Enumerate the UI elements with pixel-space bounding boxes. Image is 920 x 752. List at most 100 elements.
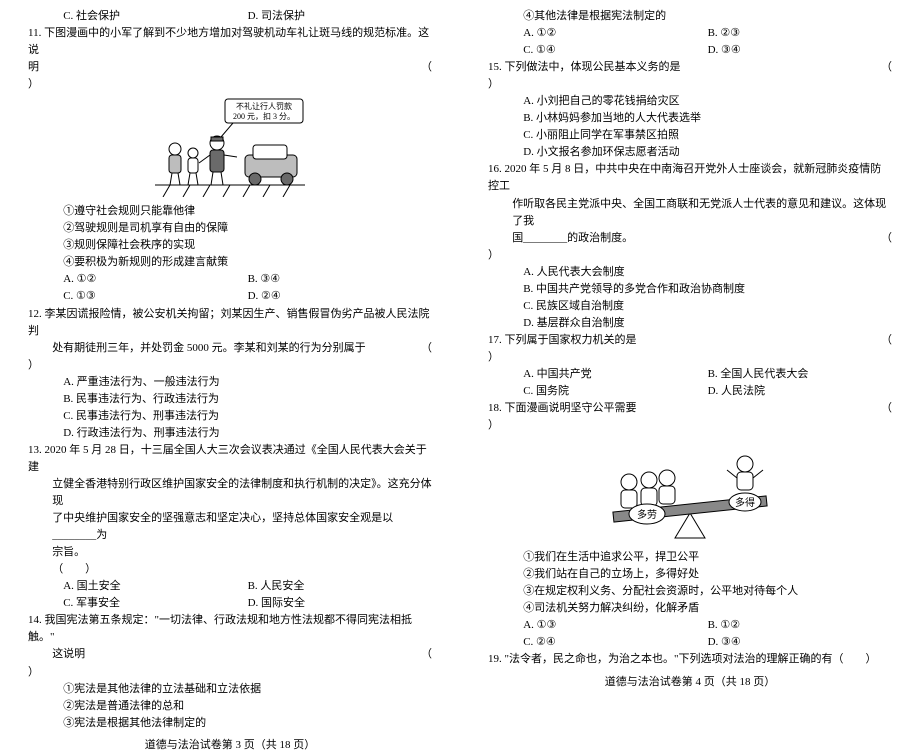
text-line: ④其他法律是根据宪法制定的 — [488, 8, 892, 25]
text-line: A. 小刘把自己的零花钱捐给灾区 — [488, 93, 892, 110]
option: D. 司法保护 — [248, 8, 432, 25]
text-line: A. 人民代表大会制度 — [488, 264, 892, 281]
question-start: 14. 我国宪法第五条规定："一切法律、行政法规和地方性法规都不得同宪法相抵触。… — [28, 612, 432, 646]
option-row: A. ①②B. ②③ — [488, 25, 892, 42]
option-row: C. ①④D. ③④ — [488, 42, 892, 59]
option: D. 国际安全 — [248, 595, 432, 612]
close-paren-line: ） — [488, 417, 892, 434]
text-line: 作听取各民主党派中央、全国工商联和无党派人士代表的意见和建议。这体现了我 — [488, 196, 892, 230]
option: D. 人民法院 — [708, 383, 892, 400]
text-line: C. 民事违法行为、刑事违法行为 — [28, 408, 432, 425]
question-start: 13. 2020 年 5 月 28 日，十三届全国人大三次会议表决通过《全国人民… — [28, 442, 432, 476]
text-line: 立健全香港特别行政区维护国家安全的法律制度和执行机制的决定》。这充分体现 — [28, 476, 432, 510]
close-paren-line: ） — [488, 247, 892, 264]
text-line: B. 民事违法行为、行政违法行为 — [28, 391, 432, 408]
page-3-footer: 道德与法治试卷第 3 页（共 18 页） — [28, 732, 432, 752]
option: B. ②③ — [708, 25, 892, 42]
option: A. 中国共产党 — [523, 366, 707, 383]
open-paren: （ — [416, 646, 433, 663]
option: C. ②④ — [523, 634, 707, 651]
cartoon-seesaw-svg: 多劳 多得 — [605, 438, 775, 543]
text-line: ②驾驶规则是司机享有自由的保障 — [28, 220, 432, 237]
question-text: 15. 下列做法中，体现公民基本义务的是 — [488, 59, 876, 76]
text-line: C. 民族区域自治制度 — [488, 298, 892, 315]
option-row: C. 国务院D. 人民法院 — [488, 383, 892, 400]
text-line: ①宪法是其他法律的立法基础和立法依据 — [28, 681, 432, 698]
open-paren: （ — [876, 230, 893, 247]
option: C. ①④ — [523, 42, 707, 59]
option: B. ①② — [708, 617, 892, 634]
text-line: D. 小文报名参加环保志愿者活动 — [488, 144, 892, 161]
svg-text:200 元，扣 3 分。: 200 元，扣 3 分。 — [233, 111, 295, 121]
question-text: 这说明 — [52, 646, 415, 663]
cartoon-traffic-svg: 不礼让行人罚款 200 元，扣 3 分。 — [155, 97, 305, 197]
text-line: B. 小林妈妈参加当地的人大代表选举 — [488, 110, 892, 127]
question-row: 19. "法令者，民之命也，为治之本也。"下列选项对法治的理解正确的有（ ） — [488, 651, 892, 668]
close-paren-line: ） — [28, 357, 432, 374]
option: B. 全国人民代表大会 — [708, 366, 892, 383]
question-row: 这说明（ — [28, 646, 432, 663]
text-line: D. 行政违法行为、刑事违法行为 — [28, 425, 432, 442]
question-text: 17. 下列属于国家权力机关的是 — [488, 332, 876, 349]
option-row: A. 国土安全B. 人民安全 — [28, 578, 432, 595]
question-text: 国________的政治制度。 — [512, 230, 875, 247]
question-row: 处有期徒刑三年，并处罚金 5000 元。李某和刘某的行为分别属于（ — [28, 340, 432, 357]
option-row: C. ①③D. ②④ — [28, 288, 432, 305]
close-paren-line: ） — [488, 76, 892, 93]
option-row: C. 军事安全D. 国际安全 — [28, 595, 432, 612]
text-line: B. 中国共产党领导的多党合作和政治协商制度 — [488, 281, 892, 298]
open-paren: （ — [876, 332, 893, 349]
text-line: ③宪法是根据其他法律制定的 — [28, 715, 432, 732]
question-row: 15. 下列做法中，体现公民基本义务的是（ — [488, 59, 892, 76]
text-line: A. 严重违法行为、一般违法行为 — [28, 374, 432, 391]
text-line: ②我们站在自己的立场上，多得好处 — [488, 566, 892, 583]
option: B. 人民安全 — [248, 578, 432, 595]
open-paren: （ — [876, 400, 893, 417]
option-row: A. 中国共产党B. 全国人民代表大会 — [488, 366, 892, 383]
page-3-content: C. 社会保护D. 司法保护11. 下图漫画中的小军了解到不少地方增加对驾驶机动… — [28, 8, 432, 732]
text-line: （ ） — [28, 561, 432, 578]
option: A. ①② — [523, 25, 707, 42]
option-row: C. ②④D. ③④ — [488, 634, 892, 651]
text-line: ③在规定权利义务、分配社会资源时，公平地对待每个人 — [488, 583, 892, 600]
svg-text:多劳: 多劳 — [637, 508, 657, 521]
page-4-content: ④其他法律是根据宪法制定的A. ①②B. ②③C. ①④D. ③④15. 下列做… — [488, 8, 892, 669]
text-line: ①遵守社会规则只能靠他律 — [28, 203, 432, 220]
option: C. 国务院 — [523, 383, 707, 400]
option-row: A. ①②B. ③④ — [28, 271, 432, 288]
text-line: 了中央维护国家安全的坚强意志和坚定决心，坚持总体国家安全观是以________为 — [28, 510, 432, 544]
open-paren: （ — [876, 59, 893, 76]
question-text: 明 — [28, 59, 416, 76]
text-line: ④司法机关努力解决纠纷，化解矛盾 — [488, 600, 892, 617]
question-text: 18. 下面漫画说明坚守公平需要 — [488, 400, 876, 417]
cartoon-traffic-rule: 不礼让行人罚款 200 元，扣 3 分。 — [28, 97, 432, 197]
question-row: 18. 下面漫画说明坚守公平需要（ — [488, 400, 892, 417]
option: C. ①③ — [63, 288, 247, 305]
question-start: 16. 2020 年 5 月 8 日，中共中央在中南海召开党外人士座谈会，就新冠… — [488, 161, 892, 195]
text-line: D. 基层群众自治制度 — [488, 315, 892, 332]
open-paren: （ — [416, 340, 433, 357]
question-row: 国________的政治制度。（ — [488, 230, 892, 247]
question-row: 明（ — [28, 59, 432, 76]
cartoon-fairness-seesaw: 多劳 多得 — [488, 438, 892, 543]
option: D. ③④ — [708, 42, 892, 59]
close-paren-line: ） — [28, 76, 432, 93]
text-line: ④要积极为新规则的形成建言献策 — [28, 254, 432, 271]
option: B. ③④ — [248, 271, 432, 288]
close-paren-line: ） — [488, 349, 892, 366]
close-paren-line: ） — [28, 664, 432, 681]
option-row: C. 社会保护D. 司法保护 — [28, 8, 432, 25]
question-start: 12. 李某因谎报险情，被公安机关拘留；刘某因生产、销售假冒伪劣产品被人民法院判 — [28, 306, 432, 340]
page-3: C. 社会保护D. 司法保护11. 下图漫画中的小军了解到不少地方增加对驾驶机动… — [0, 0, 460, 650]
text-line: ②宪法是普通法律的总和 — [28, 698, 432, 715]
text-line: 宗旨。 — [28, 544, 432, 561]
page-4-footer: 道德与法治试卷第 4 页（共 18 页） — [488, 669, 892, 689]
svg-text:不礼让行人罚款: 不礼让行人罚款 — [236, 101, 292, 111]
text-line: C. 小丽阻止同学在军事禁区拍照 — [488, 127, 892, 144]
text-line: ①我们在生活中追求公平，捍卫公平 — [488, 549, 892, 566]
question-text: 处有期徒刑三年，并处罚金 5000 元。李某和刘某的行为分别属于 — [52, 340, 415, 357]
page-4: ④其他法律是根据宪法制定的A. ①②B. ②③C. ①④D. ③④15. 下列做… — [460, 0, 920, 650]
option: A. ①② — [63, 271, 247, 288]
option-row: A. ①③B. ①② — [488, 617, 892, 634]
open-paren: （ — [416, 59, 433, 76]
